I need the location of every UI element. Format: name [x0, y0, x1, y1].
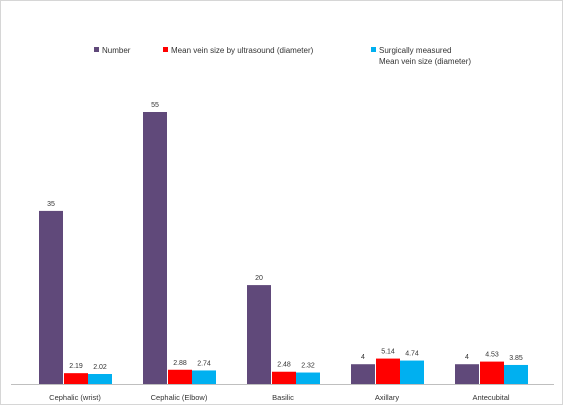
category-label-5: Antecubital: [472, 393, 509, 402]
bar-2-3: [272, 371, 296, 384]
legend-item-surgical: Surgically measured Mean vein size (diam…: [371, 45, 471, 67]
data-label-2-3: 2.48: [277, 362, 291, 369]
bar-1-5: [455, 364, 479, 384]
legend-item-ultrasound: Mean vein size by ultrasound (diameter): [163, 45, 313, 56]
legend-item-number: Number: [94, 45, 130, 56]
bar-3-1: [88, 374, 112, 384]
data-label-2-1: 2.19: [69, 363, 83, 370]
data-label-1-2: 55: [151, 102, 159, 109]
bar-1-1: [39, 210, 63, 384]
legend-swatch-number: [94, 47, 99, 52]
bar-3-4: [400, 360, 424, 384]
data-label-1-5: 4: [465, 354, 469, 361]
data-label-3-4: 4.74: [405, 351, 419, 358]
data-label-2-2: 2.88: [173, 360, 187, 367]
data-label-3-5: 3.85: [509, 355, 523, 362]
bar-2-4: [376, 358, 400, 384]
legend-swatch-surgical: [371, 47, 376, 52]
category-label-4: Axillary: [375, 393, 399, 402]
bar-3-2: [192, 370, 216, 384]
bar-1-4: [351, 364, 375, 384]
bar-3-5: [504, 364, 528, 384]
bar-1-3: [247, 285, 271, 384]
category-label-1: Cephalic (wrist): [49, 393, 101, 402]
data-label-3-3: 2.32: [301, 363, 315, 370]
bar-3-3: [296, 372, 320, 384]
legend-label-number: Number: [102, 46, 131, 55]
legend-label-ultrasound: Mean vein size by ultrasound (diameter): [171, 46, 314, 55]
legend: Number Mean vein size by ultrasound (dia…: [1, 45, 563, 75]
bar-2-2: [168, 369, 192, 384]
legend-label-surgical-line2: Mean vein size (diameter): [379, 57, 472, 66]
data-label-3-2: 2.74: [197, 360, 211, 367]
data-label-1-3: 20: [255, 275, 263, 282]
data-label-2-5: 4.53: [485, 352, 499, 359]
bar-1-2: [143, 112, 167, 384]
category-label-2: Cephalic (Elbow): [151, 393, 208, 402]
data-label-3-1: 2.02: [93, 364, 107, 371]
data-label-2-4: 5.14: [381, 349, 395, 356]
bar-2-5: [480, 361, 504, 384]
bar-2-1: [64, 373, 88, 384]
data-label-1-1: 35: [47, 201, 55, 208]
legend-swatch-ultrasound: [163, 47, 168, 52]
legend-label-surgical-line1: Surgically measured: [379, 46, 452, 55]
data-label-1-4: 4: [361, 354, 365, 361]
category-label-3: Basilic: [272, 393, 294, 402]
